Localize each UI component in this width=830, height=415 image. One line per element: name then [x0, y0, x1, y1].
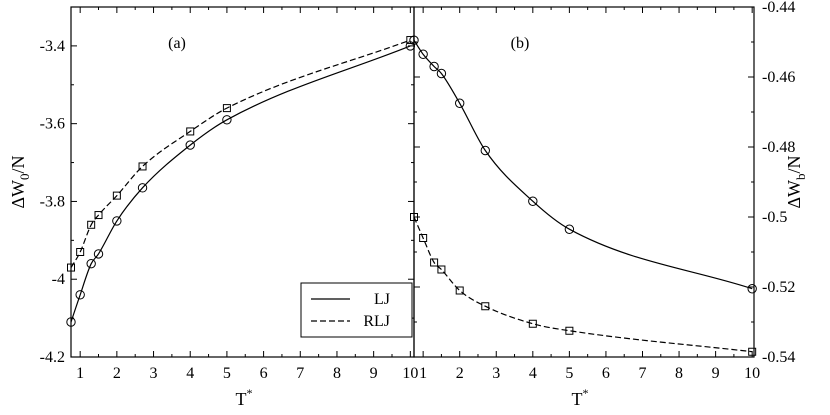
data-point-square [87, 220, 96, 229]
legend-label-rlj: RLJ [363, 313, 390, 330]
x-tick-label: 8 [675, 365, 683, 382]
x-tick-label: 2 [456, 365, 464, 382]
data-point-square [565, 326, 574, 335]
series-line-rlj [413, 216, 753, 353]
y-axis-label: ΔWb/N [784, 155, 808, 208]
data-point-circle [75, 290, 85, 300]
x-tick-label: 7 [638, 365, 646, 382]
y-axis-label: ΔW0/N [8, 155, 32, 208]
data-point-circle [454, 98, 465, 108]
data-point-circle [137, 183, 148, 193]
x-tick-label: 6 [602, 365, 610, 382]
data-point-circle [86, 258, 96, 269]
x-tick-label: 10 [402, 365, 418, 382]
series-line-lj [413, 39, 753, 290]
y-tick-label: -0.54 [762, 349, 795, 366]
data-point-square [94, 211, 103, 220]
x-tick-label: 9 [370, 365, 378, 382]
panel-b: 1 2 3 4 5 6 7 8 9 10-0.54 -0.52 -0.5 -0.48 -0.46 -0.44… [409, 0, 808, 409]
x-tick-label: 8 [333, 365, 341, 382]
x-tick-label: 9 [712, 365, 720, 382]
x-tick-label: 6 [260, 365, 268, 382]
data-point-circle [528, 196, 538, 206]
data-point-square [138, 162, 147, 171]
x-tick-label: 3 [150, 365, 158, 382]
data-point-circle [747, 284, 757, 294]
data-point-circle [222, 115, 232, 125]
series-line-lj [70, 45, 411, 323]
x-tick-label: 3 [492, 365, 500, 382]
x-tick-label: 4 [186, 365, 194, 382]
x-tick-label: 1 [76, 365, 84, 382]
y-tick-label: -0.5 [762, 209, 787, 226]
data-point-square [455, 286, 464, 295]
x-tick-label: 4 [529, 365, 537, 382]
data-point-square [430, 258, 439, 267]
data-point-square [67, 263, 75, 272]
plot-frame [413, 6, 755, 358]
data-point-square [186, 127, 195, 136]
series-line-rlj [70, 39, 411, 268]
legend-box [300, 282, 413, 338]
x-axis-label: T* [236, 386, 253, 409]
x-axis-label: T* [572, 386, 589, 409]
y-tick-label: -0.46 [762, 69, 795, 86]
x-tick-label: 7 [296, 365, 304, 382]
data-point-square [222, 104, 231, 113]
y-tick-label: -4.2 [40, 349, 65, 366]
y-tick-label: -3.4 [40, 38, 65, 55]
data-point-circle [480, 145, 490, 156]
data-point-square [528, 319, 537, 328]
panel-a: 1 2 3 4 5 6 7 8 9 10 -4.2 -4 -3.8 -3.6 -3.4 T* ΔW0/N (a) L… [8, 6, 418, 409]
x-tick-label: 5 [565, 365, 573, 382]
x-tick-label: 1 [419, 365, 427, 382]
data-point-square [112, 191, 121, 200]
data-point-circle [429, 61, 439, 72]
data-point-circle [418, 49, 428, 59]
y-tick-label: -4 [52, 271, 65, 288]
legend: LJ RLJ [300, 282, 413, 338]
data-point-circle [409, 35, 419, 45]
y-tick-label: -3.6 [40, 116, 65, 133]
data-point-circle [185, 140, 195, 150]
data-point-square [748, 347, 757, 356]
data-point-circle [66, 317, 76, 327]
x-tick-label: 10 [744, 365, 760, 382]
data-point-square [76, 248, 85, 256]
panel-label: (a) [168, 35, 186, 52]
legend-label-lj: LJ [374, 291, 390, 308]
y-tick-label: -0.48 [762, 139, 795, 156]
data-point-square [437, 265, 446, 274]
y-tick-label: -0.52 [762, 279, 795, 296]
data-point-circle [112, 216, 122, 226]
data-point-square [419, 234, 428, 242]
data-point-square [481, 302, 490, 311]
data-point-circle [93, 249, 104, 259]
data-point-circle [564, 224, 575, 234]
panel-label: (b) [511, 35, 530, 52]
y-tick-label: -0.44 [762, 0, 795, 16]
data-point-circle [436, 68, 447, 79]
data-point-square [410, 213, 418, 221]
x-tick-label: 5 [223, 365, 231, 382]
y-tick-label: -3.8 [40, 193, 65, 210]
x-tick-label: 2 [113, 365, 121, 382]
